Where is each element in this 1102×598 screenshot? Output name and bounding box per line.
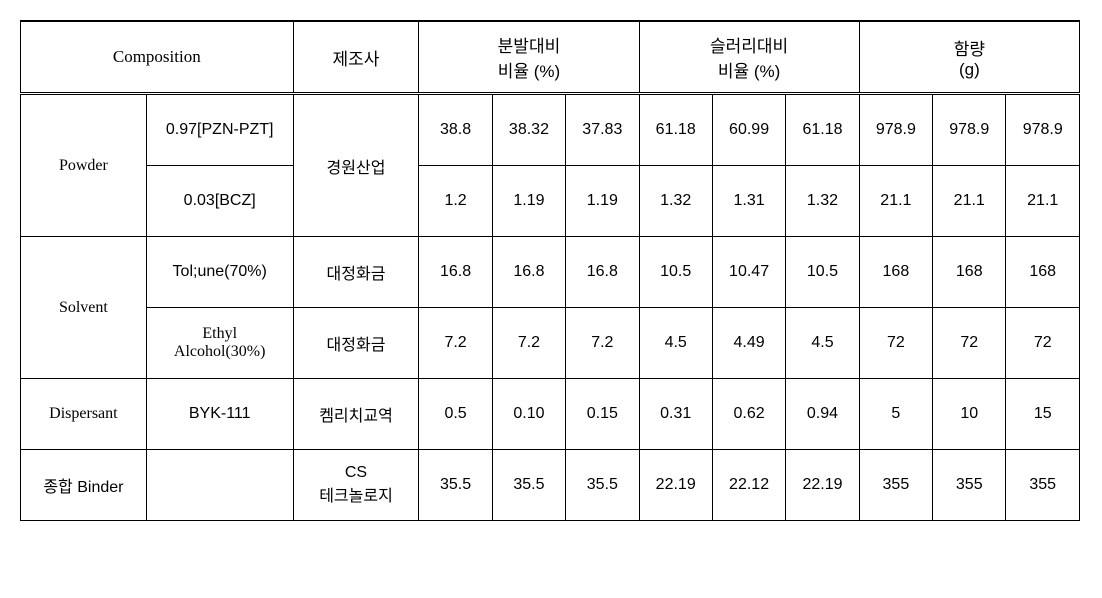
value-cell: 1.19 xyxy=(566,166,639,237)
col-slurry-ratio: 슬러리대비비율 (%) xyxy=(639,21,859,94)
value-cell: 168 xyxy=(1006,237,1080,308)
value-cell: 35.5 xyxy=(492,450,565,521)
value-cell: 35.5 xyxy=(419,450,492,521)
value-cell: 355 xyxy=(933,450,1006,521)
value-cell: 0.10 xyxy=(492,379,565,450)
category-cell: Powder xyxy=(21,94,147,237)
value-cell: 355 xyxy=(859,450,932,521)
col-composition: Composition xyxy=(21,21,294,94)
value-cell: 22.19 xyxy=(786,450,859,521)
value-cell: 61.18 xyxy=(786,94,859,166)
value-cell: 5 xyxy=(859,379,932,450)
value-cell: 21.1 xyxy=(1006,166,1080,237)
category-cell: 종합 Binder xyxy=(21,450,147,521)
table-header: Composition 제조사 분발대비비율 (%) 슬러리대비비율 (%) 함… xyxy=(21,21,1080,94)
value-cell: 4.49 xyxy=(712,308,785,379)
value-cell: 38.8 xyxy=(419,94,492,166)
component-cell: 0.03[BCZ] xyxy=(146,166,293,237)
component-cell: 0.97[PZN-PZT] xyxy=(146,94,293,166)
value-cell: 72 xyxy=(859,308,932,379)
value-cell: 1.31 xyxy=(712,166,785,237)
value-cell: 4.5 xyxy=(639,308,712,379)
value-cell: 10 xyxy=(933,379,1006,450)
value-cell: 72 xyxy=(1006,308,1080,379)
table-row: Dispersant BYK-111 켐리치교역 0.5 0.10 0.15 0… xyxy=(21,379,1080,450)
table-row: 종합 Binder CS테크놀로지 35.5 35.5 35.5 22.19 2… xyxy=(21,450,1080,521)
value-cell: 7.2 xyxy=(492,308,565,379)
value-cell: 978.9 xyxy=(1006,94,1080,166)
value-cell: 4.5 xyxy=(786,308,859,379)
value-cell: 21.1 xyxy=(933,166,1006,237)
value-cell: 168 xyxy=(933,237,1006,308)
composition-table: Composition 제조사 분발대비비율 (%) 슬러리대비비율 (%) 함… xyxy=(20,20,1080,521)
value-cell: 978.9 xyxy=(933,94,1006,166)
value-cell: 72 xyxy=(933,308,1006,379)
maker-cell: 켐리치교역 xyxy=(293,379,419,450)
value-cell: 7.2 xyxy=(419,308,492,379)
col-powder-ratio: 분발대비비율 (%) xyxy=(419,21,639,94)
value-cell: 10.5 xyxy=(639,237,712,308)
table-row: 0.03[BCZ] 1.2 1.19 1.19 1.32 1.31 1.32 2… xyxy=(21,166,1080,237)
value-cell: 1.19 xyxy=(492,166,565,237)
maker-cell: 대정화금 xyxy=(293,308,419,379)
maker-cell: 대정화금 xyxy=(293,237,419,308)
value-cell: 0.31 xyxy=(639,379,712,450)
component-cell: BYK-111 xyxy=(146,379,293,450)
value-cell: 355 xyxy=(1006,450,1080,521)
value-cell: 1.2 xyxy=(419,166,492,237)
value-cell: 16.8 xyxy=(566,237,639,308)
value-cell: 60.99 xyxy=(712,94,785,166)
value-cell: 35.5 xyxy=(566,450,639,521)
value-cell: 978.9 xyxy=(859,94,932,166)
value-cell: 22.12 xyxy=(712,450,785,521)
table-row: EthylAlcohol(30%) 대정화금 7.2 7.2 7.2 4.5 4… xyxy=(21,308,1080,379)
value-cell: 10.47 xyxy=(712,237,785,308)
value-cell: 37.83 xyxy=(566,94,639,166)
value-cell: 15 xyxy=(1006,379,1080,450)
table-row: Powder 0.97[PZN-PZT] 경원산업 38.8 38.32 37.… xyxy=(21,94,1080,166)
col-maker: 제조사 xyxy=(293,21,419,94)
value-cell: 0.5 xyxy=(419,379,492,450)
table-body: Powder 0.97[PZN-PZT] 경원산업 38.8 38.32 37.… xyxy=(21,94,1080,521)
value-cell: 16.8 xyxy=(419,237,492,308)
value-cell: 0.94 xyxy=(786,379,859,450)
maker-cell: 경원산업 xyxy=(293,94,419,237)
value-cell: 21.1 xyxy=(859,166,932,237)
maker-cell: CS테크놀로지 xyxy=(293,450,419,521)
table-row: Solvent Tol;une(70%) 대정화금 16.8 16.8 16.8… xyxy=(21,237,1080,308)
value-cell: 1.32 xyxy=(786,166,859,237)
value-cell: 16.8 xyxy=(492,237,565,308)
component-cell xyxy=(146,450,293,521)
value-cell: 61.18 xyxy=(639,94,712,166)
col-content: 함량(g) xyxy=(859,21,1079,94)
value-cell: 10.5 xyxy=(786,237,859,308)
value-cell: 0.62 xyxy=(712,379,785,450)
value-cell: 0.15 xyxy=(566,379,639,450)
value-cell: 38.32 xyxy=(492,94,565,166)
component-cell: EthylAlcohol(30%) xyxy=(146,308,293,379)
value-cell: 7.2 xyxy=(566,308,639,379)
category-cell: Dispersant xyxy=(21,379,147,450)
category-cell: Solvent xyxy=(21,237,147,379)
value-cell: 22.19 xyxy=(639,450,712,521)
value-cell: 1.32 xyxy=(639,166,712,237)
component-cell: Tol;une(70%) xyxy=(146,237,293,308)
value-cell: 168 xyxy=(859,237,932,308)
